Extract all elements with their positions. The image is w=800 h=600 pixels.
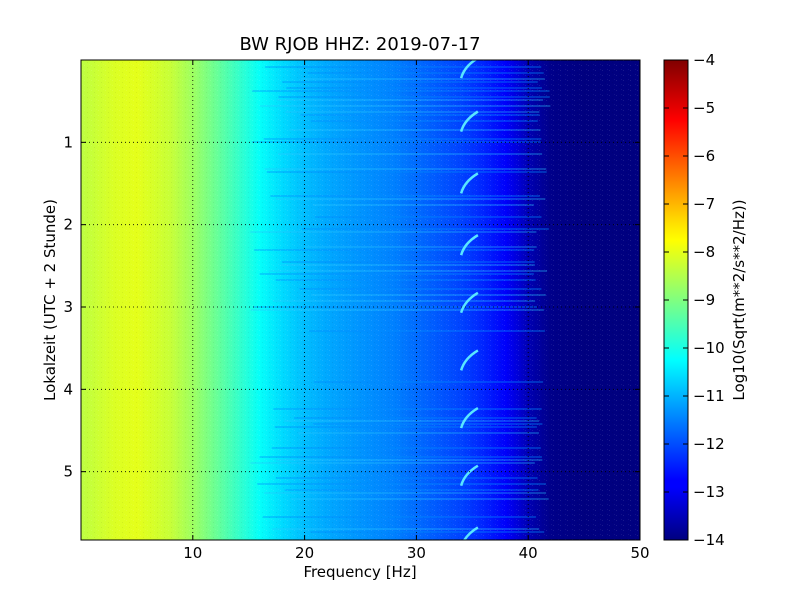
x-tick-label: 20 — [295, 544, 314, 562]
y-tick-label: 4 — [63, 380, 73, 398]
recurring-feature-mark — [459, 110, 479, 133]
recurring-features — [459, 60, 479, 540]
colorbar-tick-label: −14 — [693, 531, 725, 549]
x-tick-label: 50 — [630, 544, 649, 562]
y-axis-ticks: 1 2 3 4 5 — [63, 133, 640, 481]
colorbar-tick-label: −6 — [693, 147, 715, 165]
x-tick-label: 10 — [183, 544, 202, 562]
x-tick-label: 30 — [407, 544, 426, 562]
recurring-feature-mark — [459, 234, 479, 256]
recurring-feature-mark — [459, 172, 479, 194]
x-axis-ticks: 10 20 30 40 50 — [183, 60, 650, 562]
plot-frame — [80, 59, 641, 541]
recurring-feature-mark — [459, 464, 479, 487]
colorbar-tick-label: −10 — [693, 339, 725, 357]
recurring-feature-mark — [459, 349, 479, 371]
y-axis-label: Lokalzeit (UTC + 2 Stunde) — [41, 199, 59, 401]
spectrogram-texture — [81, 60, 640, 540]
y-tick-label: 5 — [63, 463, 73, 481]
colorbar-tick-label: −13 — [693, 483, 725, 501]
recurring-feature-mark — [459, 406, 479, 429]
colorbar-tick-label: −12 — [693, 435, 725, 453]
y-tick-label: 3 — [63, 298, 73, 316]
colorbar-tick-label: −5 — [693, 99, 715, 117]
recurring-feature-mark — [459, 60, 478, 79]
y-tick-label: 1 — [63, 133, 73, 151]
spectrogram-plot — [81, 60, 640, 540]
y-tick-label: 2 — [63, 216, 73, 234]
colorbar-ticks: −4 −5 −6 −7 −8 −9 −10 −11 −12 −13 −14 — [664, 51, 725, 549]
x-tick-label: 40 — [519, 544, 538, 562]
grid-lines — [81, 60, 640, 540]
colorbar-tick-label: −11 — [693, 387, 725, 405]
recurring-feature-mark — [459, 291, 479, 314]
colorbar-label: Log10(Sqrt(m**2/s**2/Hz)) — [730, 199, 748, 400]
colorbar-tick-label: −4 — [693, 51, 715, 69]
x-axis-label: Frequency [Hz] — [303, 563, 416, 581]
recurring-feature-mark — [462, 526, 479, 540]
chart-title: BW RJOB HHZ: 2019-07-17 — [239, 34, 480, 55]
colorbar-tick-label: −7 — [693, 195, 715, 213]
colorbar-tick-label: −9 — [693, 291, 715, 309]
colorbar-tick-label: −8 — [693, 243, 715, 261]
